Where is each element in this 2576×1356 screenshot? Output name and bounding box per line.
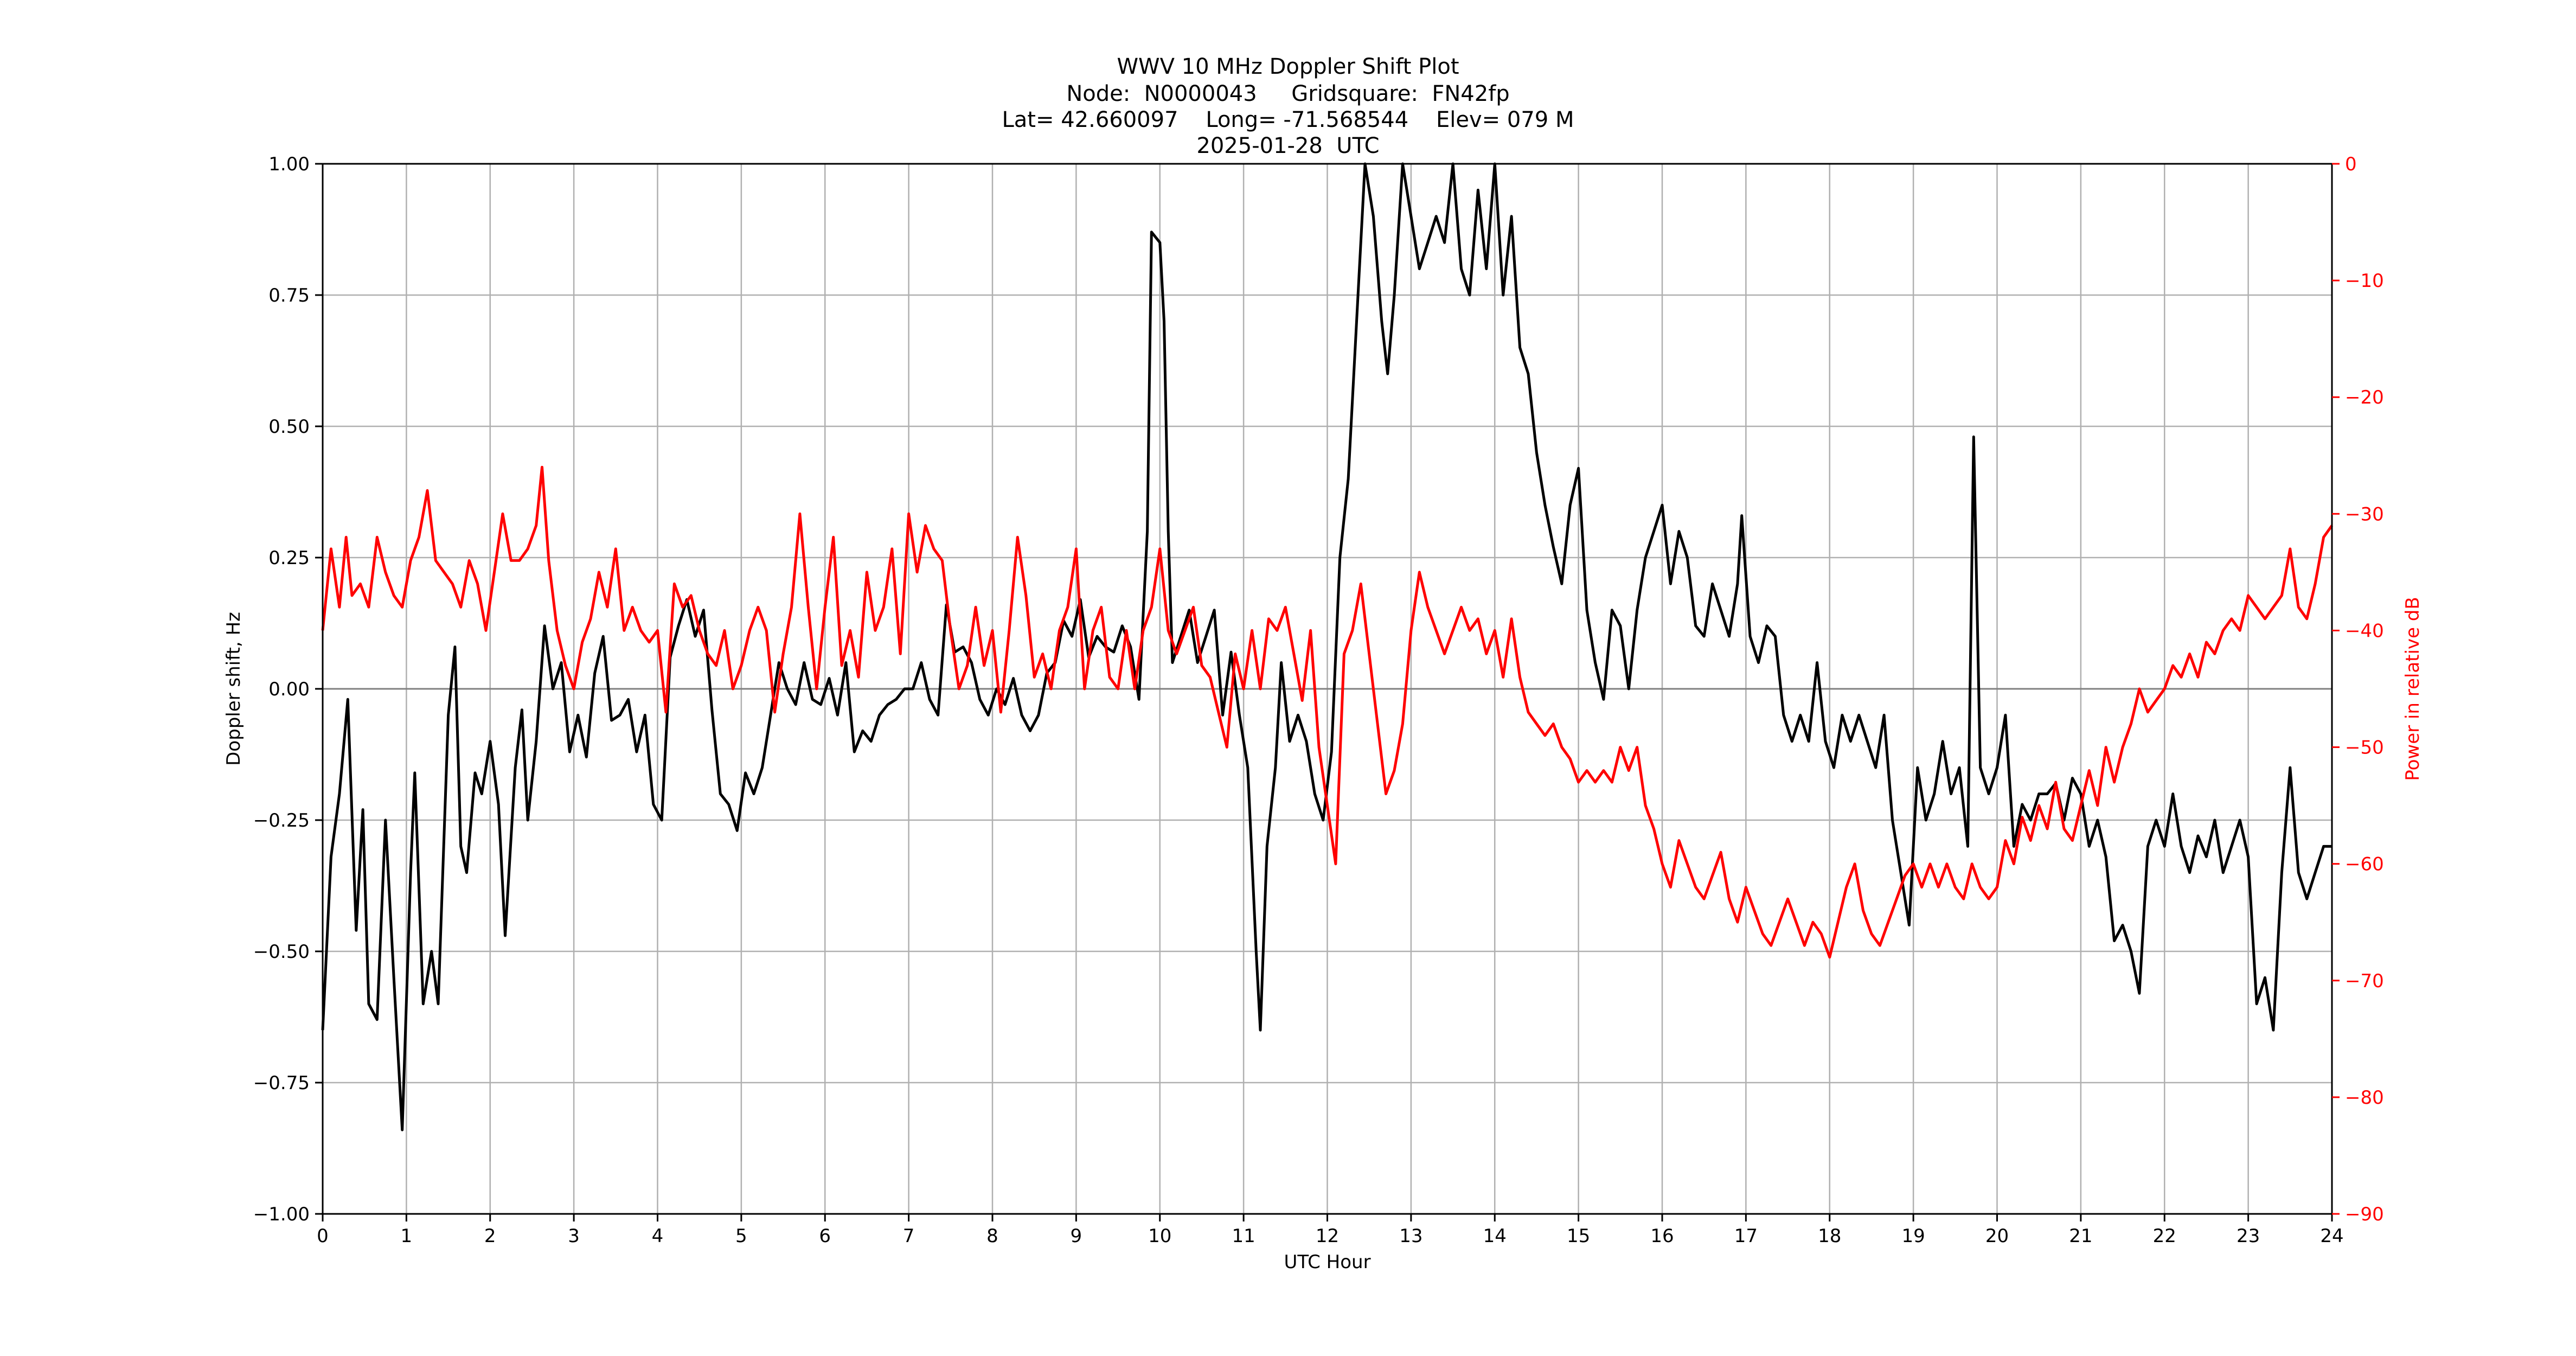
- y2-tick-label: −90: [2345, 1204, 2384, 1225]
- chart-title-line-4: 2025-01-28 UTC: [1196, 133, 1380, 158]
- y-tick-label: 0.00: [268, 679, 310, 700]
- y2-tick-label: −20: [2345, 387, 2384, 408]
- chart-title-line-2: Node: N0000043 Gridsquare: FN42fp: [1066, 81, 1510, 106]
- grid-layer: [322, 163, 2333, 1215]
- x-tick-label: 12: [1316, 1225, 1339, 1247]
- y-tick-label: −0.25: [253, 810, 310, 831]
- y-tick-label: 1.00: [268, 153, 310, 175]
- doppler-series-line: [321, 162, 2332, 1131]
- x-axis-label: UTC Hour: [1284, 1251, 1370, 1273]
- x-tick-label: 13: [1399, 1225, 1422, 1247]
- x-tick-label: 6: [819, 1225, 831, 1247]
- x-tick-label: 5: [735, 1225, 747, 1247]
- x-tick-label: 18: [1818, 1225, 1841, 1247]
- x-tick-label: 7: [903, 1225, 915, 1247]
- y-tick-label: −0.50: [253, 941, 310, 963]
- x-tick-label: 2: [484, 1225, 496, 1247]
- x-tick-label: 0: [317, 1225, 329, 1247]
- y2-tick-label: −30: [2345, 503, 2384, 525]
- y-tick-label: 0.50: [268, 416, 310, 438]
- x-tick-label: 22: [2153, 1225, 2176, 1247]
- x-tick-label: 17: [1734, 1225, 1758, 1247]
- y2-tick-label: −40: [2345, 620, 2384, 642]
- x-tick-label: 19: [1901, 1225, 1925, 1247]
- x-tick-label: 23: [2237, 1225, 2260, 1247]
- series-layer: [321, 162, 2334, 1131]
- power-series-line: [321, 465, 2334, 959]
- y2-tick-label: −70: [2345, 970, 2384, 992]
- x-tick-label: 8: [986, 1225, 998, 1247]
- y2-tick-label: −50: [2345, 737, 2384, 759]
- x-tick-label: 11: [1232, 1225, 1255, 1247]
- x-tick-label: 9: [1071, 1225, 1082, 1247]
- y2-tick-label: 0: [2345, 153, 2357, 175]
- x-tick-label: 15: [1567, 1225, 1590, 1247]
- x-tick-label: 24: [2320, 1225, 2343, 1247]
- x-tick-label: 20: [1985, 1225, 2009, 1247]
- tick-layer: 0 1 2 3 4 5 6 7 8 9 10 11 12 13 14 15 16 17 18 19 20 21 22 23 24…: [253, 153, 2384, 1247]
- x-tick-label: 21: [2069, 1225, 2092, 1247]
- y2-axis-label: Power in relative dB: [2402, 597, 2424, 781]
- y-axis-label: Doppler shift, Hz: [223, 612, 245, 766]
- chart-title-line-3: Lat= 42.660097 Long= -71.568544 Elev= 07…: [1002, 107, 1574, 132]
- x-tick-label: 1: [401, 1225, 413, 1247]
- chart-title-line-1: WWV 10 MHz Doppler Shift Plot: [1117, 54, 1459, 79]
- y-tick-label: −0.75: [253, 1072, 310, 1094]
- y-tick-label: −1.00: [253, 1204, 310, 1225]
- x-tick-label: 3: [568, 1225, 580, 1247]
- y-tick-label: 0.25: [268, 547, 310, 569]
- y2-tick-label: −60: [2345, 854, 2384, 875]
- x-tick-label: 14: [1483, 1225, 1507, 1247]
- y2-tick-label: −10: [2345, 270, 2384, 292]
- y-tick-label: 0.75: [268, 285, 310, 306]
- x-tick-label: 4: [652, 1225, 664, 1247]
- x-tick-label: 16: [1650, 1225, 1674, 1247]
- y2-tick-label: −80: [2345, 1087, 2384, 1109]
- x-tick-label: 10: [1148, 1225, 1171, 1247]
